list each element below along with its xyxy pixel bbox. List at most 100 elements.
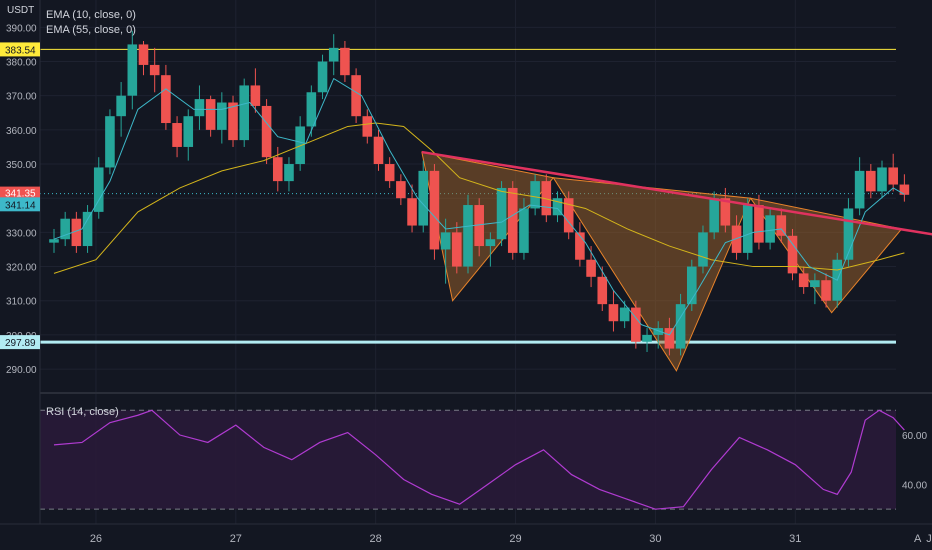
- candle-body: [250, 85, 261, 106]
- x-tick-label: 30: [649, 533, 661, 545]
- currency-label: USDT: [7, 5, 34, 16]
- x-tick-label: 27: [230, 533, 242, 545]
- candle-body: [396, 181, 406, 199]
- candle-body: [742, 205, 753, 253]
- support-value: 297.89: [5, 338, 36, 349]
- rsi-tick-label: 40.00: [902, 480, 927, 491]
- candle-body: [407, 198, 417, 226]
- candle-body: [698, 232, 708, 267]
- candle-body: [328, 47, 339, 62]
- ema10-value-tag: [0, 197, 40, 212]
- candle-body: [228, 102, 238, 141]
- ema10-value-value: 341.14: [5, 200, 36, 211]
- candle-body: [586, 259, 596, 277]
- candle-body: [552, 198, 563, 216]
- y-tick-label: 350.00: [6, 160, 37, 171]
- candle-body: [340, 47, 350, 76]
- price-axis[interactable]: USDT 290.00300.00310.00320.00330.00340.0…: [0, 0, 41, 524]
- ema-lines: [53, 77, 905, 336]
- candle-body: [239, 85, 250, 141]
- rsi-line: [53, 409, 905, 510]
- candle-body: [373, 136, 384, 165]
- candle-body: [317, 61, 328, 93]
- candle-body: [866, 170, 876, 192]
- ema10-legend[interactable]: EMA (10, close, 0): [46, 9, 136, 21]
- candle-body: [183, 116, 194, 147]
- candle-body: [49, 239, 59, 243]
- candle-body: [474, 205, 484, 247]
- y-tick-label: 320.00: [6, 263, 37, 274]
- legend: EMA (10, close, 0) EMA (55, close, 0) RS…: [46, 9, 136, 418]
- candle-body: [608, 304, 619, 322]
- candle-body: [418, 170, 429, 226]
- candle-body: [138, 44, 149, 65]
- candle-body: [664, 328, 675, 349]
- candle-body: [675, 304, 686, 349]
- candle-body: [507, 187, 518, 253]
- rsi-pane[interactable]: 40.00 60.00: [40, 409, 927, 510]
- rsi-band: [40, 410, 896, 510]
- candle-body: [496, 187, 507, 240]
- candle-body: [642, 334, 652, 342]
- candle-body: [530, 181, 540, 209]
- candle-body: [787, 235, 798, 274]
- candle-body: [172, 123, 182, 147]
- candle-body: [429, 170, 440, 250]
- y-tick-label: 360.00: [6, 126, 37, 137]
- candle-body: [149, 64, 160, 76]
- candle-body: [899, 184, 910, 195]
- candle-body: [306, 92, 317, 127]
- y-tick-label: 370.00: [6, 92, 37, 103]
- ema55-line: [53, 122, 905, 274]
- candle-body: [485, 239, 496, 247]
- candle-body: [798, 273, 809, 288]
- candle-body: [351, 75, 361, 117]
- y-tick-label: 310.00: [6, 297, 37, 308]
- auto-scale-button[interactable]: A: [914, 533, 922, 545]
- rsi-legend[interactable]: RSI (14, close): [46, 406, 119, 418]
- candle-body: [205, 99, 216, 130]
- candles[interactable]: [49, 30, 910, 356]
- x-tick-labels: 262728293031Jun23: [90, 533, 932, 545]
- candle-body: [575, 232, 585, 260]
- price-axis-background: [0, 0, 40, 524]
- y-tick-label: 380.00: [6, 58, 37, 69]
- candle-body: [888, 167, 898, 185]
- price-grid: [40, 0, 896, 524]
- candle-body: [765, 215, 775, 243]
- candle-body: [463, 205, 473, 267]
- candle-body: [116, 95, 126, 117]
- candle-body: [541, 181, 552, 216]
- candle-body: [295, 126, 305, 165]
- candle-body: [127, 44, 138, 96]
- ema10-line: [53, 77, 905, 336]
- candle-body: [720, 198, 731, 226]
- candle-body: [452, 232, 462, 267]
- neckline-group: [421, 150, 932, 236]
- x-tick-label: 29: [509, 533, 521, 545]
- ema55-legend[interactable]: EMA (55, close, 0): [46, 24, 136, 36]
- support-tag: [0, 335, 40, 350]
- candle-body: [93, 167, 104, 212]
- candle-body: [261, 105, 272, 158]
- y-tick-label: 330.00: [6, 228, 37, 239]
- candle-body: [272, 157, 283, 182]
- candle-body: [597, 276, 608, 305]
- candle-body: [217, 102, 227, 130]
- candle-body: [653, 328, 664, 335]
- resistance-tag: [0, 42, 40, 57]
- candle-body: [194, 99, 205, 117]
- candle-body: [631, 307, 641, 342]
- resistance-value: 383.54: [5, 45, 36, 56]
- time-axis[interactable]: 262728293031Jun23 A: [0, 523, 932, 550]
- candle-body: [731, 225, 742, 253]
- neckline: [421, 150, 932, 236]
- candle-body: [854, 170, 865, 209]
- candle-body: [686, 266, 697, 305]
- candle-body: [754, 205, 764, 243]
- candle-body: [709, 198, 719, 233]
- time-axis-background: [0, 524, 932, 550]
- candle-body: [161, 75, 171, 124]
